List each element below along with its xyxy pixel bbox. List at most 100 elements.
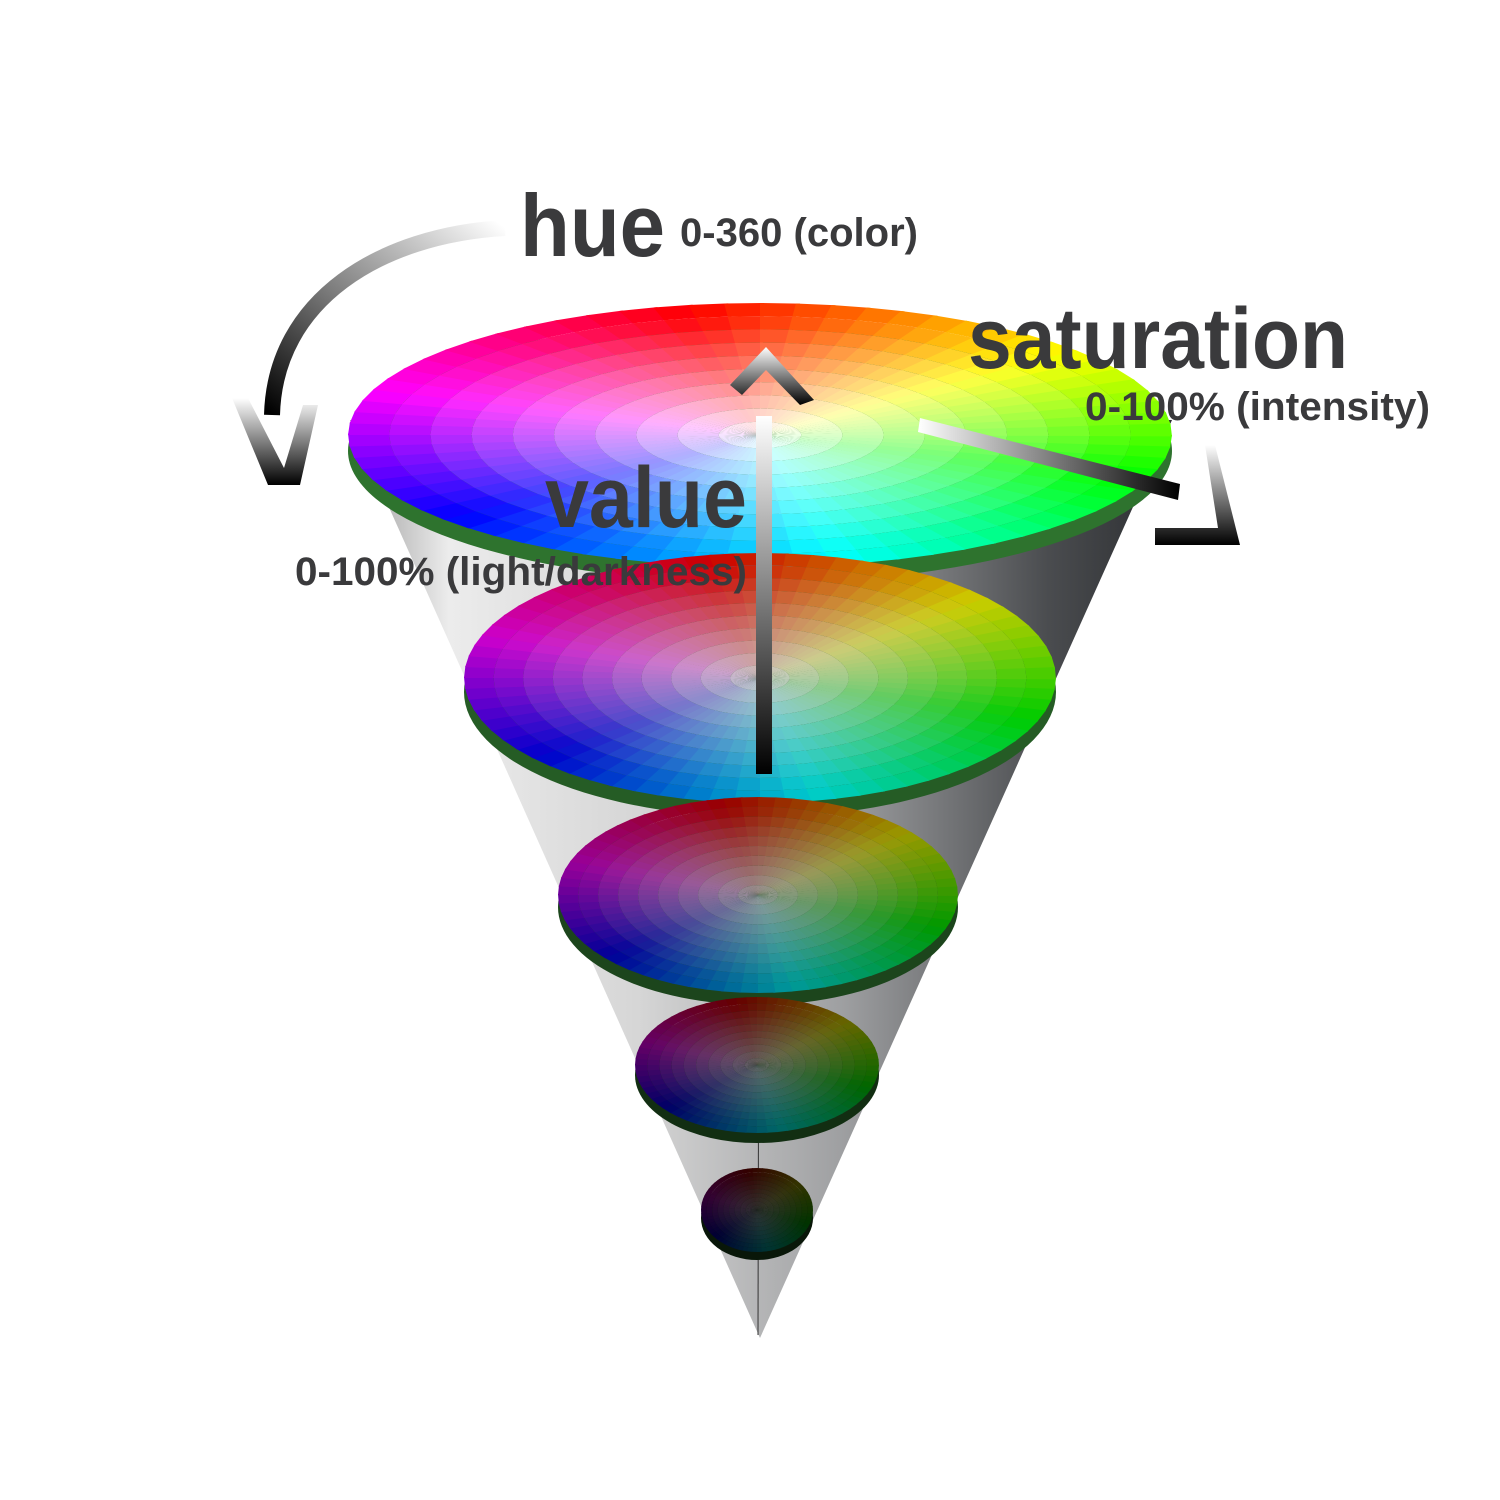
disc-segment [582, 677, 613, 685]
disc-segment [666, 911, 689, 920]
disc-segment [784, 1222, 791, 1228]
disc-segment [610, 837, 637, 851]
disc-segment [761, 1204, 767, 1208]
disc-segment [717, 1085, 730, 1093]
disc-segment [899, 327, 949, 345]
disc-segment [777, 911, 793, 921]
disc-segment [834, 1016, 852, 1027]
disc-segment [779, 1210, 785, 1213]
disc-segment [639, 879, 662, 887]
disc-segment [574, 358, 621, 375]
disc-segment [752, 1207, 757, 1210]
disc-segment [769, 1090, 778, 1098]
disc-segment [739, 1192, 745, 1198]
disc-segment [701, 1017, 716, 1027]
disc-segment [796, 864, 816, 875]
disc-segment [706, 1209, 713, 1214]
disc-segment [817, 639, 845, 652]
disc-segment [793, 1023, 807, 1032]
disc-segment [711, 776, 740, 791]
disc-segment [734, 678, 760, 686]
disc-segment [853, 1054, 867, 1061]
disc-segment [738, 1046, 747, 1054]
disc-segment [729, 1202, 737, 1206]
disc-segment [835, 598, 866, 614]
disc-segment [581, 396, 626, 409]
disc-segment [580, 627, 616, 641]
disc-segment [736, 1215, 743, 1219]
disc-segment [691, 538, 732, 554]
disc-segment [721, 1220, 728, 1225]
disc-segment [774, 656, 795, 668]
disc-segment [729, 1227, 736, 1233]
disc-segment [764, 1185, 769, 1191]
disc-segment [735, 1214, 742, 1218]
disc-segment [766, 1202, 772, 1206]
disc-segment [885, 825, 913, 839]
disc-segment [731, 447, 750, 461]
disc-segment [982, 639, 1018, 654]
disc-segment [761, 1212, 767, 1216]
disc-segment [928, 389, 976, 403]
disc-segment [636, 923, 660, 935]
disc-segment [779, 1177, 787, 1183]
disc-segment [777, 889, 798, 894]
disc-segment [737, 678, 760, 687]
disc-segment [707, 397, 733, 412]
disc-segment [724, 303, 765, 317]
disc-segment [777, 1201, 784, 1205]
disc-segment [722, 1222, 730, 1227]
disc-segment [774, 1073, 786, 1080]
disc-segment [741, 1077, 749, 1085]
disc-segment [724, 590, 747, 605]
disc-segment [742, 678, 760, 689]
disc-segment [746, 886, 758, 895]
disc-segment [665, 926, 688, 937]
disc-segment [1003, 418, 1048, 429]
disc-segment [740, 1212, 747, 1215]
disc-segment [773, 1179, 780, 1185]
disc-segment [349, 410, 396, 425]
disc-segment [677, 434, 719, 438]
disc-segment [772, 1049, 784, 1056]
disc-segment [642, 668, 673, 675]
disc-segment [527, 400, 575, 413]
disc-segment [521, 407, 568, 418]
disc-segment [757, 1003, 768, 1011]
disc-segment [788, 876, 808, 884]
disc-segment [689, 371, 719, 386]
disc-segment [748, 1238, 754, 1244]
disc-segment [778, 686, 802, 698]
disc-segment [657, 1033, 673, 1043]
disc-segment [782, 1184, 789, 1190]
disc-segment [734, 342, 763, 357]
disc-segment [805, 1199, 813, 1204]
disc-segment [782, 1173, 790, 1180]
disc-segment [749, 1065, 757, 1071]
disc-segment [821, 929, 843, 941]
disc-segment [691, 651, 719, 662]
disc-segment [780, 1059, 794, 1063]
disc-segment [782, 1179, 790, 1185]
disc-segment [490, 366, 541, 383]
disc-segment [735, 500, 760, 515]
disc-segment [688, 909, 709, 918]
disc-segment [890, 481, 935, 497]
disc-segment [1019, 511, 1076, 530]
disc-segment [768, 1182, 774, 1188]
disc-segment [464, 665, 495, 678]
disc-segment [844, 915, 867, 925]
disc-segment [768, 1208, 774, 1211]
disc-segment [697, 948, 717, 960]
disc-segment [758, 895, 771, 904]
disc-segment [902, 688, 935, 699]
disc-segment [571, 591, 610, 608]
disc-segment [737, 1169, 745, 1175]
disc-segment [749, 846, 759, 856]
disc-segment [473, 706, 510, 721]
disc-segment [782, 629, 802, 643]
disc-segment [700, 1035, 715, 1044]
disc-segment [752, 1189, 756, 1194]
disc-segment [653, 919, 677, 929]
disc-segment [963, 685, 996, 697]
